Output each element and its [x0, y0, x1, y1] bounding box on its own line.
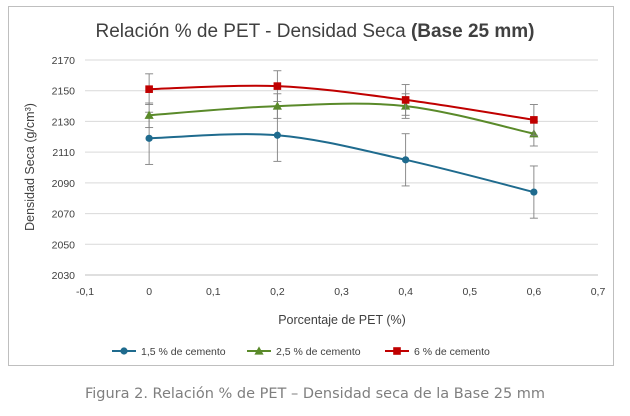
x-tick-label: 0,2 [270, 286, 285, 298]
series-2 [144, 93, 539, 147]
figure-caption: Figura 2. Relación % de PET – Densidad s… [84, 386, 546, 402]
x-tick-label: 0,3 [334, 286, 349, 298]
x-tick-label: 0,5 [462, 286, 477, 298]
data-point [530, 116, 538, 124]
y-tick-label: 2070 [52, 209, 76, 221]
data-point [273, 82, 282, 90]
data-point [145, 85, 153, 93]
x-tick-label: -0,1 [76, 286, 94, 298]
x-tick-label: 0,1 [206, 286, 221, 298]
legend-item-3: 6 % de cemento [385, 346, 490, 358]
legend-label: 6 % de cemento [414, 346, 490, 358]
legend-swatch-marker [393, 347, 401, 355]
x-tick-label: 0,6 [527, 286, 542, 298]
legend-label: 1,5 % de cemento [141, 346, 226, 358]
data-point [272, 101, 282, 110]
chart-title-bold: (Base 25 mm) [411, 21, 535, 42]
y-tick-label: 2050 [52, 239, 76, 251]
series-1 [145, 108, 538, 219]
gridlines [85, 59, 598, 276]
data-point [273, 131, 281, 139]
x-tick-label: 0,4 [398, 286, 413, 298]
legend-swatch-marker [120, 347, 128, 355]
x-axis-title: Porcentaje de PET (%) [278, 313, 406, 327]
series-line [149, 133, 535, 194]
series-group [144, 70, 539, 219]
legend-label: 2,5 % de cemento [276, 346, 361, 358]
x-tick-label: 0,7 [591, 286, 606, 298]
data-point [401, 96, 410, 104]
legend: 1,5 % de cemento 2,5 % de cemento 6 % de c… [112, 346, 490, 358]
y-tick-label: 2130 [52, 116, 76, 128]
y-tick-label: 2170 [52, 55, 76, 67]
y-axis-title: Densidad Seca (g/cm³) [23, 103, 37, 231]
series-line [149, 84, 535, 121]
data-point [530, 188, 538, 196]
data-point [144, 110, 154, 119]
x-tick-label: 0 [146, 286, 152, 298]
data-point [402, 156, 410, 164]
y-tick-label: 2110 [52, 147, 75, 159]
chart-title: Relación % de PET - Densidad Seca (Base … [96, 21, 535, 42]
y-tick-label: 2030 [52, 270, 76, 282]
series-3 [145, 70, 538, 136]
legend-item-1: 1,5 % de cemento [112, 346, 226, 358]
legend-item-2: 2,5 % de cemento [247, 346, 361, 358]
legend-swatch-marker [254, 346, 264, 355]
y-tick-label: 2150 [52, 86, 76, 98]
y-tick-label: 2090 [52, 178, 76, 190]
y-tick-labels: 2030 2050 2070 2090 2110 2130 2150 2170 [52, 55, 76, 282]
data-point [145, 134, 153, 142]
x-tick-labels: -0,1 0 0,1 0,2 0,3 0,4 0,5 0,6 0,7 [76, 286, 605, 298]
series-line [149, 102, 535, 135]
chart-title-main: Relación % de PET - Densidad Seca [96, 21, 407, 42]
